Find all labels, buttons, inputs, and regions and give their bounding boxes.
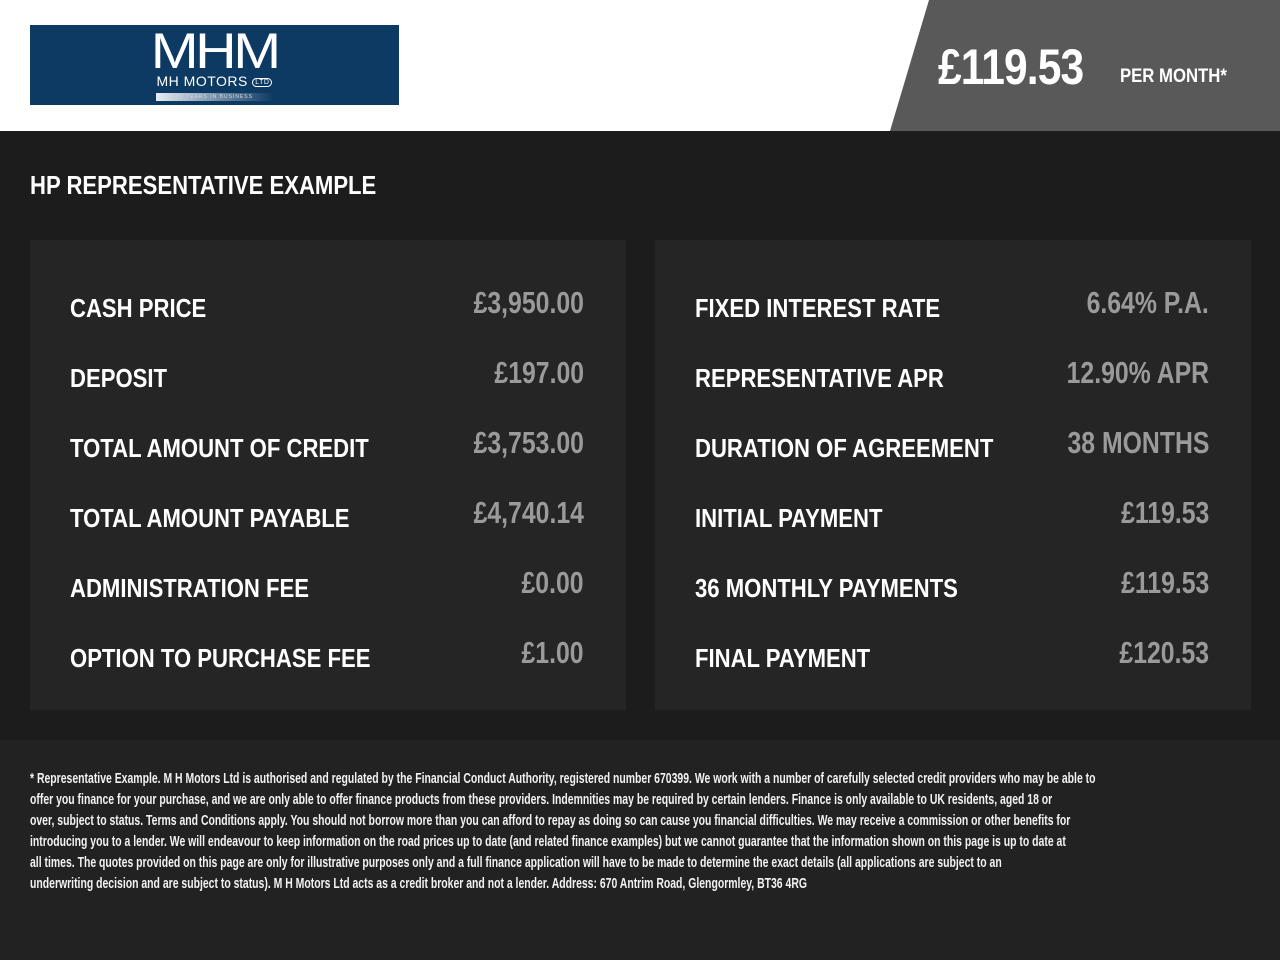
row-final-payment: FINAL PAYMENT £120.53 — [695, 635, 1209, 675]
row-cash-price: CASH PRICE £3,950.00 — [70, 285, 584, 325]
row-total-credit: TOTAL AMOUNT OF CREDIT £3,753.00 — [70, 425, 584, 465]
logo-tagline: 30 YEARS IN BUSINESS — [156, 92, 273, 101]
per-month-label: PER MONTH* — [1120, 66, 1227, 87]
row-label: FIXED INTEREST RATE — [695, 293, 941, 323]
row-apr: REPRESENTATIVE APR 12.90% APR — [695, 355, 1209, 395]
left-panel: CASH PRICE £3,950.00 DEPOSIT £197.00 TOTAL… — [30, 240, 626, 710]
row-value: £119.53 — [1120, 565, 1209, 600]
right-panel: FIXED INTEREST RATE 6.64% P.A. REPRESENTA… — [655, 240, 1251, 710]
row-label: DEPOSIT — [70, 363, 168, 393]
logo-monogram: MHM — [150, 23, 281, 80]
row-value: £0.00 — [521, 565, 584, 600]
row-option-fee: OPTION TO PURCHASE FEE £1.00 — [70, 635, 584, 675]
row-label: TOTAL AMOUNT OF CREDIT — [70, 433, 369, 463]
row-interest-rate: FIXED INTEREST RATE 6.64% P.A. — [695, 285, 1209, 325]
disclaimer-line: * Representative Example. M H Motors Ltd… — [30, 771, 1096, 787]
price-block — [890, 0, 1280, 131]
disclaimer-footer: * Representative Example. M H Motors Ltd… — [0, 740, 1280, 960]
row-value: £119.53 — [1120, 495, 1209, 530]
row-monthly-payments: 36 MONTHLY PAYMENTS £119.53 — [695, 565, 1209, 605]
disclaimer-line: all times. The quotes provided on this p… — [30, 855, 1002, 871]
row-value: £1.00 — [521, 635, 584, 670]
row-value: £197.00 — [494, 355, 584, 390]
disclaimer-line: offer you finance for your purchase, and… — [30, 792, 1053, 808]
logo-badge: LTD — [252, 77, 273, 87]
row-value: 12.90% APR — [1066, 355, 1209, 390]
row-label: ADMINISTRATION FEE — [70, 573, 310, 603]
row-duration: DURATION OF AGREEMENT 38 MONTHS — [695, 425, 1209, 465]
row-value: £4,740.14 — [473, 495, 584, 530]
row-label: REPRESENTATIVE APR — [695, 363, 944, 393]
row-value: £3,950.00 — [473, 285, 584, 320]
header: MHM MH MOTORS LTD 30 YEARS IN BUSINESS £… — [0, 0, 1280, 131]
row-initial-payment: INITIAL PAYMENT £119.53 — [695, 495, 1209, 535]
row-value: 6.64% P.A. — [1086, 285, 1209, 320]
logo-name: MH MOTORS — [156, 73, 248, 90]
mh-motors-logo[interactable]: MHM MH MOTORS LTD 30 YEARS IN BUSINESS — [30, 25, 399, 105]
disclaimer-line: introducing you to a lender. We will end… — [30, 834, 1066, 850]
disclaimer-line: underwriting decision and are subject to… — [30, 876, 807, 892]
row-value: £120.53 — [1119, 635, 1209, 670]
page-title: HP REPRESENTATIVE EXAMPLE — [30, 170, 377, 200]
row-label: 36 MONTHLY PAYMENTS — [695, 573, 958, 603]
row-admin-fee: ADMINISTRATION FEE £0.00 — [70, 565, 584, 605]
row-deposit: DEPOSIT £197.00 — [70, 355, 584, 395]
row-label: FINAL PAYMENT — [695, 643, 871, 673]
row-value: 38 MONTHS — [1067, 425, 1209, 460]
row-label: INITIAL PAYMENT — [695, 503, 883, 533]
row-total-payable: TOTAL AMOUNT PAYABLE £4,740.14 — [70, 495, 584, 535]
row-label: DURATION OF AGREEMENT — [695, 433, 994, 463]
monthly-price: £119.53 — [938, 39, 1084, 95]
row-label: TOTAL AMOUNT PAYABLE — [70, 503, 350, 533]
row-label: CASH PRICE — [70, 293, 207, 323]
row-label: OPTION TO PURCHASE FEE — [70, 643, 371, 673]
row-value: £3,753.00 — [473, 425, 584, 460]
disclaimer-line: over, subject to status. Terms and Condi… — [30, 813, 1071, 829]
